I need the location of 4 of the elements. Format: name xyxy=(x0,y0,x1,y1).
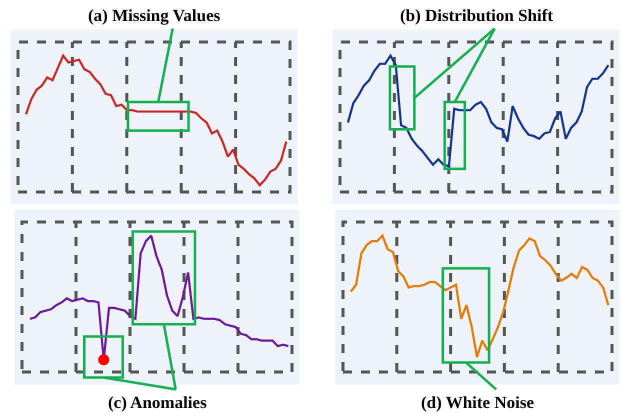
text: (c) Anomalies xyxy=(108,393,208,412)
chart-title: (a) Missing Values xyxy=(88,6,221,25)
chart-title: (b) Distribution Shift xyxy=(400,6,554,25)
text: (d) White Noise xyxy=(421,393,534,412)
